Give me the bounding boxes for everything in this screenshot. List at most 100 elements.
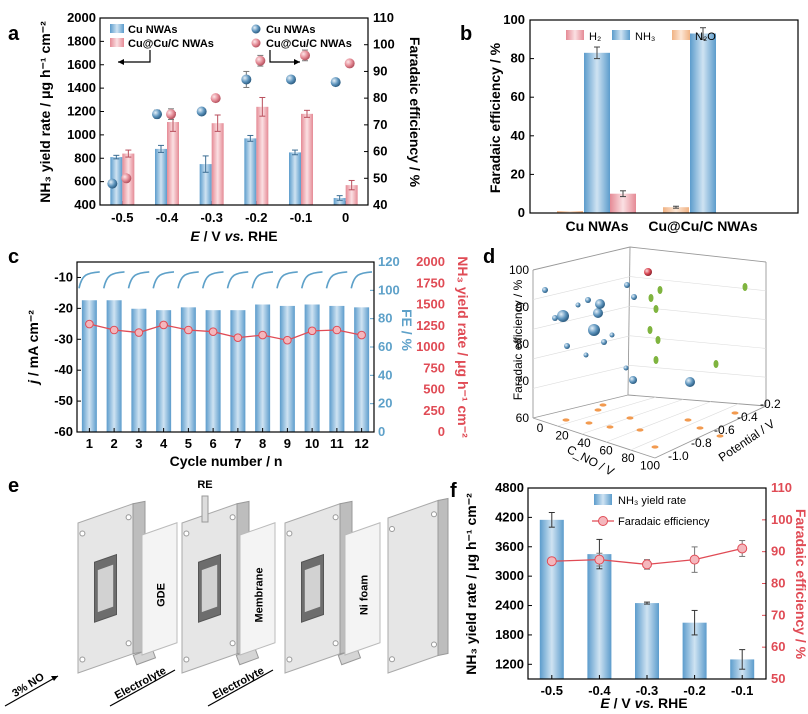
d-point-fe — [623, 365, 629, 371]
f-xtick-label: -0.2 — [683, 683, 705, 698]
a-ytick-label: 800 — [74, 150, 96, 165]
d-point-fe — [557, 310, 569, 322]
a-point-cu — [286, 74, 296, 85]
b-bar-h2 — [610, 193, 636, 213]
c-fe-tick-label: 60 — [378, 339, 392, 354]
legend-f-yield-text: NH₃ yield rate — [618, 495, 686, 507]
panel-f-frame — [527, 487, 767, 680]
panel-e-label: e — [8, 475, 19, 497]
a-y2tick-label: 80 — [373, 90, 387, 105]
panel-a-y2label: Faradaic efficiency / % — [407, 37, 423, 188]
c-current-trace — [276, 271, 298, 289]
panel-c-frame — [76, 261, 375, 433]
d-xtick-label: 40 — [577, 436, 591, 450]
f-y2tick-label: 90 — [771, 544, 785, 559]
plate-2-bolt-hole — [229, 514, 236, 521]
a-bar-cucu — [256, 106, 269, 205]
c-fe-bar — [304, 304, 320, 432]
d-box-edge — [532, 417, 656, 459]
re-label: RE — [197, 479, 212, 491]
d-box-edge — [627, 246, 631, 396]
d-point-floor — [585, 421, 593, 425]
f-ytick-label: 4200 — [495, 509, 524, 524]
plate-1-bolt-hole — [125, 640, 132, 647]
arrow-left-a — [118, 50, 151, 63]
b-bar-nh3 — [584, 52, 610, 214]
legend-a-pt-cucu-text: Cu@Cu/C NWAs — [266, 38, 352, 50]
d-grid — [606, 401, 711, 443]
panel-f-xlabel-vs: vs. — [635, 695, 654, 711]
c-current-trace — [152, 271, 175, 289]
panel-c-ylabel-unit: / mA cm⁻² — [25, 310, 41, 380]
panel-f: f 1200 1800 2400 3000 3600 4200 4800 50 60 70 80 90… — [450, 480, 808, 711]
electrolyte-label-2: Electrolyte — [211, 665, 266, 702]
c-yield-tick-label: 1000 — [416, 339, 445, 354]
f-y2tick-label: 50 — [771, 671, 785, 686]
c-fe-tick-label: 40 — [378, 367, 392, 382]
b-bar-n2o — [557, 211, 583, 213]
a-xtick-label: 0 — [342, 210, 349, 225]
d-ytick-label: -1.0 — [668, 449, 689, 463]
a-ytick-label: 400 — [74, 197, 96, 212]
f-fe-point — [594, 554, 605, 565]
a-ytick-label: 1400 — [67, 80, 96, 95]
c-yield-tick-label: 1750 — [416, 275, 445, 290]
plate-4-bolt-hole — [431, 641, 437, 648]
nifoam-sheet-label: Ni foam — [359, 575, 371, 616]
c-current-trace — [300, 271, 323, 289]
c-fe-bar — [180, 307, 196, 432]
a-xtick-label: -0.3 — [200, 210, 222, 225]
c-yield-tick-label: 1250 — [416, 318, 445, 333]
d-ytick-label: -0.2 — [760, 397, 781, 411]
c-xtick-label: 9 — [284, 436, 291, 451]
d-box-edge — [627, 394, 767, 407]
d-grid — [532, 335, 631, 360]
a-bar-cu — [199, 164, 212, 205]
plate-2-bolt-hole — [183, 530, 190, 537]
electrolyte-arrow-2 — [207, 669, 274, 707]
a-ytick-label: 1200 — [67, 104, 96, 119]
panel-f-y2label: Faradaic efficiency / % — [793, 509, 808, 660]
d-ztick-label: 70 — [516, 374, 530, 388]
a-xtick-label: -0.1 — [290, 210, 312, 225]
f-xtick-label: -0.3 — [636, 683, 658, 698]
a-point-cu — [330, 77, 341, 88]
c-yield-tick-label: 500 — [423, 382, 445, 397]
a-point-cu — [152, 109, 162, 120]
d-point-floor — [636, 428, 644, 432]
c-yield-tick-label: 1500 — [416, 297, 445, 312]
f-ytick-label: 3600 — [495, 539, 524, 554]
panel-b-frame — [529, 19, 799, 214]
a-point-cu — [196, 106, 207, 117]
d-grid — [629, 305, 767, 320]
d-point-fe — [564, 343, 570, 349]
arrow-right-a-head — [294, 59, 300, 65]
panel-b-ylabel: Faradaic efficiency / % — [487, 42, 503, 193]
f-ytick-label: 2400 — [495, 598, 524, 613]
plate-1-bolt-hole — [79, 656, 86, 663]
c-yield-tick-label: 0 — [438, 424, 445, 439]
panel-a-xlabel: E / V vs. RHE — [190, 228, 277, 244]
c-yield-line — [89, 323, 362, 341]
d-point-fe — [585, 297, 591, 303]
no-arrow — [4, 675, 59, 707]
plate-2-bolt-hole — [183, 656, 190, 663]
d-point-fe — [575, 302, 581, 308]
d-ytick-label: -0.4 — [737, 410, 758, 424]
a-point-cucu — [255, 55, 266, 66]
c-xtick-label: 5 — [185, 436, 192, 451]
legend-a-pt-cu-text: Cu NWAs — [266, 24, 316, 36]
membrane-sheet-label: Membrane — [254, 567, 266, 622]
c-fe-bar — [106, 300, 122, 432]
a-bar-cucu — [167, 122, 179, 205]
a-bar-cu — [333, 197, 346, 205]
f-ytick-label: 1200 — [495, 656, 524, 671]
plate-1-bolt-hole — [125, 514, 132, 521]
c-fe-tick-label: 120 — [378, 254, 400, 269]
a-point-cucu — [344, 58, 355, 69]
nifoam-sheet — [344, 522, 381, 656]
panel-f-xlabel-ref: RHE — [654, 695, 687, 711]
d-point-floor — [626, 416, 634, 420]
